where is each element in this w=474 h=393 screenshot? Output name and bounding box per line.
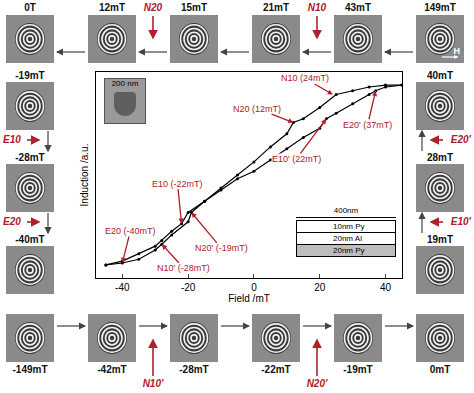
- html-text:N20: N20: [143, 2, 163, 13]
- html-text:28mT: 28mT: [426, 152, 454, 163]
- html-text:400nm: 400nm: [333, 206, 359, 215]
- svg-text:N10' (-28mT): N10' (-28mT): [157, 263, 210, 273]
- html-text:0mT: 0mT: [429, 364, 451, 375]
- svg-text:Induction /a.u.: Induction /a.u.: [79, 144, 90, 207]
- html-text:0T: 0T: [24, 2, 36, 13]
- html-text:19mT: 19mT: [426, 234, 454, 245]
- html-text:E20': E20': [450, 134, 471, 145]
- html-text:149mT: 149mT: [424, 2, 456, 13]
- html-text:40mT: 40mT: [426, 70, 454, 81]
- html-text:-42mT: -42mT: [97, 364, 127, 375]
- html-text:20nm Py: 20nm Py: [333, 246, 365, 255]
- html-text:-19mT: -19mT: [343, 364, 373, 375]
- svg-text:N10 (24mT): N10 (24mT): [281, 73, 329, 83]
- svg-text:0: 0: [251, 282, 257, 293]
- html-text:-149mT: -149mT: [12, 364, 48, 375]
- html-text:-19mT: -19mT: [15, 70, 45, 81]
- svg-text:Field /mT: Field /mT: [228, 293, 270, 304]
- html-text:21mT: 21mT: [262, 2, 290, 13]
- html-text:15mT: 15mT: [180, 2, 208, 13]
- svg-text:H: H: [454, 46, 461, 56]
- html-text:E20: E20: [3, 216, 21, 227]
- svg-text:N20' (-19mT): N20' (-19mT): [195, 243, 248, 253]
- svg-text:-20: -20: [181, 282, 196, 293]
- html-text:-22mT: -22mT: [261, 364, 291, 375]
- html-text:20nm Al: 20nm Al: [333, 234, 362, 243]
- svg-text:E20' (37mT): E20' (37mT): [343, 120, 392, 130]
- html-text:E10: E10: [3, 134, 21, 145]
- svg-text:N20 (12mT): N20 (12mT): [233, 104, 281, 114]
- html-text:43mT: 43mT: [344, 2, 372, 13]
- html-text:-40mT: -40mT: [15, 234, 45, 245]
- svg-text:20: 20: [314, 282, 326, 293]
- html-text:N10': N10': [142, 378, 164, 389]
- svg-text:E20 (-40mT): E20 (-40mT): [105, 226, 156, 236]
- html-text:10nm Py: 10nm Py: [333, 222, 365, 231]
- html-text:-28mT: -28mT: [15, 152, 45, 163]
- html-text:200 nm: 200 nm: [111, 79, 139, 88]
- svg-text:E10' (22mT): E10' (22mT): [272, 154, 321, 164]
- html-text:-28mT: -28mT: [179, 364, 209, 375]
- html-text:E10': E10': [450, 216, 471, 227]
- html-text:N20': N20': [306, 378, 328, 389]
- svg-text:40: 40: [380, 282, 392, 293]
- svg-text:-40: -40: [115, 282, 130, 293]
- html-text:12mT: 12mT: [98, 2, 126, 13]
- svg-text:E10 (-22mT): E10 (-22mT): [152, 179, 203, 189]
- html-text:N10: N10: [307, 2, 327, 13]
